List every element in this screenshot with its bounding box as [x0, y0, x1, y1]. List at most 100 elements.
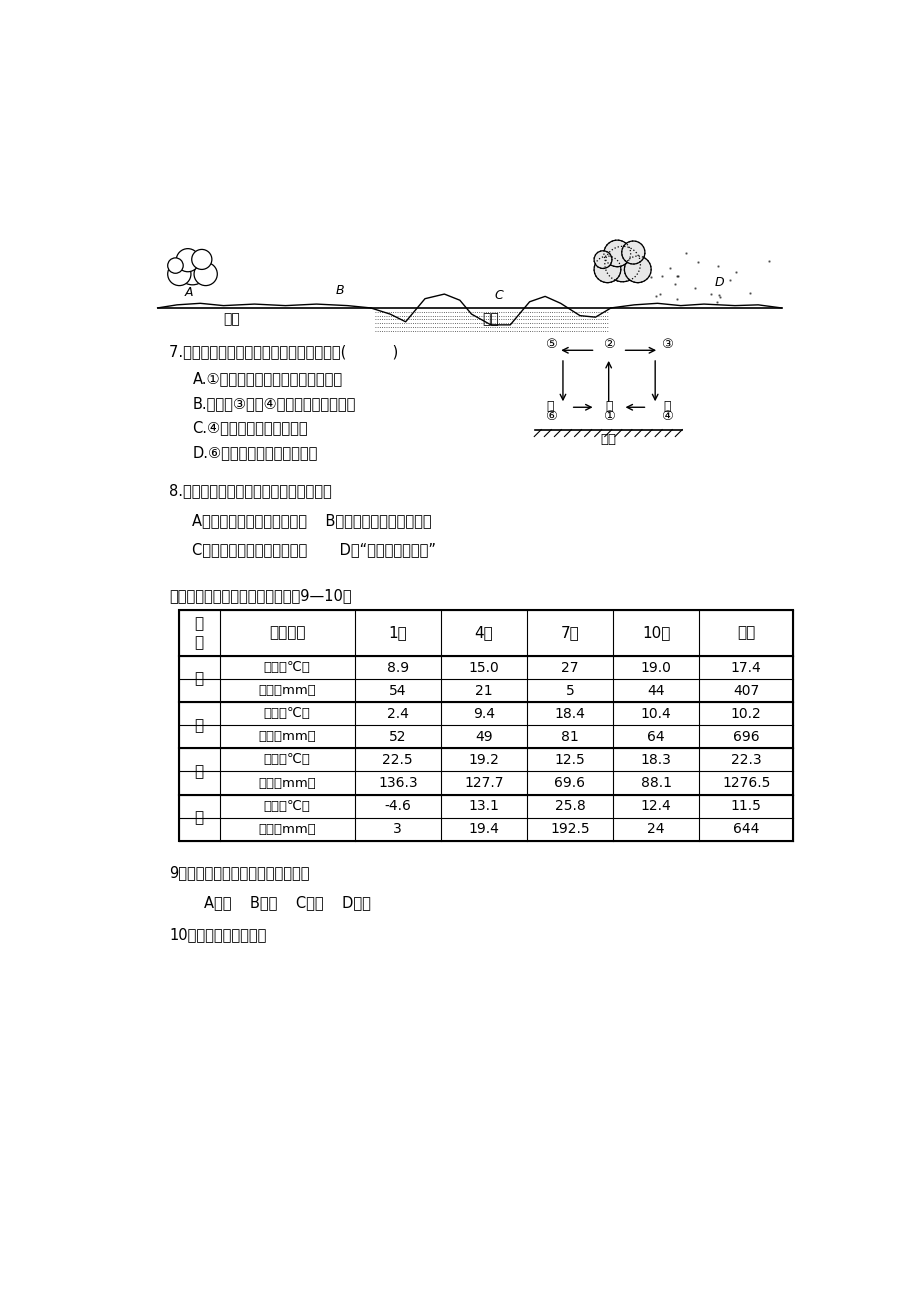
- Text: 12.4: 12.4: [640, 799, 671, 814]
- Text: 8.9: 8.9: [386, 660, 408, 674]
- Text: ①: ①: [602, 410, 614, 423]
- Text: 19.4: 19.4: [468, 823, 499, 836]
- Text: 3: 3: [393, 823, 402, 836]
- Text: 407: 407: [732, 684, 758, 698]
- Circle shape: [604, 246, 640, 281]
- Text: 4月: 4月: [474, 625, 493, 641]
- Text: 低: 低: [605, 400, 612, 413]
- Text: 7月: 7月: [560, 625, 579, 641]
- Text: A: A: [184, 286, 193, 299]
- Text: ②: ②: [602, 339, 614, 352]
- Circle shape: [194, 263, 217, 285]
- Text: 气温（℃）: 气温（℃）: [264, 661, 311, 674]
- Circle shape: [176, 254, 208, 285]
- Text: 12.5: 12.5: [554, 753, 584, 767]
- Text: A．甲    B．乙    C．丙    D．丁: A．甲 B．乙 C．丙 D．丁: [204, 894, 370, 910]
- Circle shape: [594, 251, 611, 268]
- Text: 1276.5: 1276.5: [721, 776, 769, 790]
- Text: 下表是四个城市的气候数据。回答9—10题: 下表是四个城市的气候数据。回答9—10题: [169, 589, 351, 603]
- Text: 81: 81: [561, 730, 578, 743]
- Text: A．我国北方地区夏季的暴雨    B．长江中下游地区的梅雨: A．我国北方地区夏季的暴雨 B．长江中下游地区的梅雨: [192, 513, 432, 527]
- Text: 高: 高: [546, 400, 553, 413]
- Text: 7.关于下图中空气运动的说法，正确的是低(          ): 7.关于下图中空气运动的说法，正确的是低( ): [169, 344, 398, 359]
- Text: 49: 49: [474, 730, 493, 743]
- Text: C: C: [494, 289, 503, 302]
- Text: 气温（℃）: 气温（℃）: [264, 754, 311, 767]
- Text: 降水（mm）: 降水（mm）: [258, 730, 316, 743]
- Text: 气候要素: 气候要素: [268, 625, 305, 641]
- Text: 10.2: 10.2: [730, 707, 761, 721]
- Text: 136.3: 136.3: [378, 776, 417, 790]
- Text: ③: ③: [660, 339, 672, 352]
- Text: C．台风「麦莎」带来的降水       D．“一场春雨一场暖”: C．台风「麦莎」带来的降水 D．“一场春雨一场暖”: [192, 542, 436, 557]
- Text: 54: 54: [389, 684, 406, 698]
- Text: -4.6: -4.6: [384, 799, 411, 814]
- Text: 城: 城: [194, 616, 203, 631]
- Text: 全年: 全年: [736, 625, 754, 641]
- Text: 乙: 乙: [194, 717, 203, 733]
- Text: 11.5: 11.5: [730, 799, 761, 814]
- Text: 64: 64: [647, 730, 664, 743]
- Text: 24: 24: [647, 823, 664, 836]
- Text: 丙: 丙: [194, 764, 203, 779]
- Text: 192.5: 192.5: [550, 823, 589, 836]
- Bar: [178, 609, 792, 841]
- Text: 8.下列天气现象中与冷锋活动有关的是：: 8.下列天气现象中与冷锋活动有关的是：: [169, 483, 332, 499]
- Text: ⑥: ⑥: [544, 410, 556, 423]
- Circle shape: [594, 256, 620, 283]
- Circle shape: [191, 250, 211, 270]
- Text: 10月: 10月: [641, 625, 670, 641]
- Text: 高: 高: [663, 400, 670, 413]
- Text: 19.2: 19.2: [468, 753, 499, 767]
- Text: 丁: 丁: [194, 810, 203, 825]
- Text: 52: 52: [389, 730, 406, 743]
- Text: 17.4: 17.4: [730, 660, 761, 674]
- Text: 市: 市: [194, 635, 203, 651]
- Text: 海洋: 海洋: [482, 312, 499, 327]
- Circle shape: [621, 241, 644, 264]
- Text: 气温（℃）: 气温（℃）: [264, 799, 311, 812]
- Circle shape: [624, 256, 651, 283]
- Text: 9.4: 9.4: [472, 707, 494, 721]
- Text: B: B: [335, 284, 344, 297]
- Text: 21: 21: [474, 684, 493, 698]
- Circle shape: [176, 249, 199, 272]
- Text: C.④处受冷，空气收缩下沉: C.④处受冷，空气收缩下沉: [192, 421, 308, 435]
- Circle shape: [167, 263, 191, 285]
- Text: ④: ④: [660, 410, 672, 423]
- Text: 18.4: 18.4: [554, 707, 584, 721]
- Text: 44: 44: [647, 684, 664, 698]
- Text: 19.0: 19.0: [640, 660, 671, 674]
- Text: 13.1: 13.1: [468, 799, 499, 814]
- Text: B.气流从③指向④，因为低压指向高压: B.气流从③指向④，因为低压指向高压: [192, 396, 356, 410]
- Text: D: D: [714, 276, 723, 289]
- Text: 地面: 地面: [600, 432, 616, 445]
- Circle shape: [603, 240, 630, 267]
- Text: 644: 644: [732, 823, 758, 836]
- Text: A.①处的空气上升，因为近地面受冷: A.①处的空气上升，因为近地面受冷: [192, 371, 342, 387]
- Text: 27: 27: [561, 660, 578, 674]
- Text: 696: 696: [732, 730, 759, 743]
- Text: ⑤: ⑤: [544, 339, 556, 352]
- Text: 降水（mm）: 降水（mm）: [258, 776, 316, 789]
- Text: 甲: 甲: [194, 672, 203, 686]
- Text: 降水（mm）: 降水（mm）: [258, 684, 316, 697]
- Text: 1月: 1月: [388, 625, 407, 641]
- Text: 陆地: 陆地: [222, 312, 239, 327]
- Text: 127.7: 127.7: [463, 776, 503, 790]
- Text: 18.3: 18.3: [640, 753, 671, 767]
- Text: 25.8: 25.8: [554, 799, 584, 814]
- Text: 88.1: 88.1: [640, 776, 671, 790]
- Text: 9．表中四个城市，分布在我国的是: 9．表中四个城市，分布在我国的是: [169, 866, 310, 880]
- Text: 10．下列组合正确的是: 10．下列组合正确的是: [169, 927, 267, 943]
- Text: 2.4: 2.4: [386, 707, 408, 721]
- Text: D.⑥处受冷，气温高、气压低: D.⑥处受冷，气温高、气压低: [192, 445, 318, 460]
- Text: 气温（℃）: 气温（℃）: [264, 707, 311, 720]
- Text: 22.3: 22.3: [730, 753, 761, 767]
- Circle shape: [167, 258, 183, 273]
- Text: 15.0: 15.0: [468, 660, 499, 674]
- Text: 22.5: 22.5: [382, 753, 413, 767]
- Text: 69.6: 69.6: [554, 776, 584, 790]
- Text: 降水（mm）: 降水（mm）: [258, 823, 316, 836]
- Text: 10.4: 10.4: [640, 707, 671, 721]
